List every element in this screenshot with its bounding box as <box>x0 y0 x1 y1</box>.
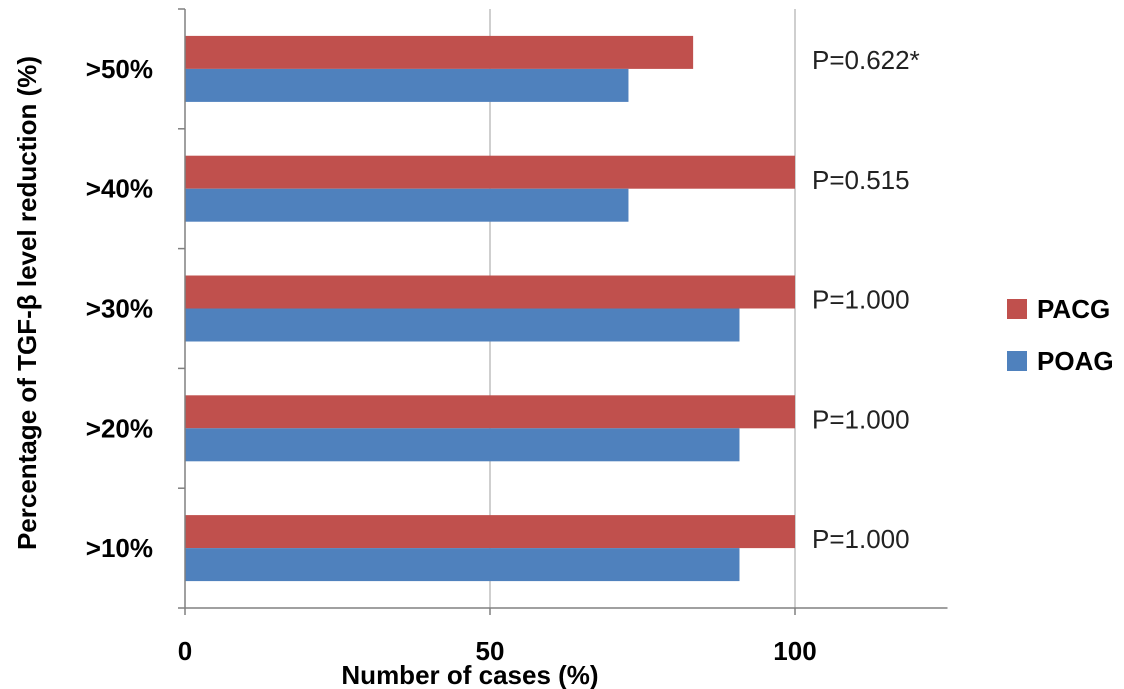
x-tick-label: 50 <box>476 636 505 666</box>
p-value-label: P=1.000 <box>812 285 910 315</box>
bars <box>185 35 795 582</box>
x-tick-label: 0 <box>178 636 192 666</box>
x-tick-labels: 0 50 100 <box>178 636 817 666</box>
bar-poag-3 <box>185 428 740 462</box>
bar-poag-4 <box>185 548 740 582</box>
bar-poag-0 <box>185 68 629 102</box>
y-tick-label: >20% <box>86 413 153 443</box>
p-value-annotations: P=0.622* P=0.515 P=1.000 P=1.000 P=1.000 <box>812 45 920 554</box>
axes <box>184 9 948 609</box>
bar-poag-2 <box>185 308 740 342</box>
bar-pacg-4 <box>185 515 795 549</box>
y-tick-label: >10% <box>86 533 153 563</box>
y-tick-labels: >50% >40% >30% >20% >10% <box>86 54 153 563</box>
tick-marks <box>178 8 796 615</box>
legend: PACG POAG <box>1007 294 1114 376</box>
y-tick-label: >40% <box>86 174 153 204</box>
p-value-label: P=1.000 <box>812 524 910 554</box>
bar-pacg-2 <box>185 275 795 309</box>
legend-label-pacg: PACG <box>1037 294 1110 324</box>
p-value-label: P=1.000 <box>812 404 910 434</box>
legend-swatch-poag <box>1007 351 1027 371</box>
y-tick-label: >30% <box>86 294 153 324</box>
y-axis-title: Percentage of TGF-β level reduction (%) <box>12 56 42 550</box>
p-value-label: P=0.515 <box>812 165 910 195</box>
p-value-label: P=0.622* <box>812 45 920 75</box>
x-tick-label: 100 <box>773 636 816 666</box>
legend-label-poag: POAG <box>1037 346 1114 376</box>
legend-swatch-pacg <box>1007 299 1027 319</box>
x-axis-title: Number of cases (%) <box>341 660 598 689</box>
bar-pacg-1 <box>185 155 795 189</box>
y-tick-label: >50% <box>86 54 153 84</box>
bar-poag-1 <box>185 188 629 222</box>
bar-pacg-0 <box>185 35 694 69</box>
bar-pacg-3 <box>185 395 795 429</box>
